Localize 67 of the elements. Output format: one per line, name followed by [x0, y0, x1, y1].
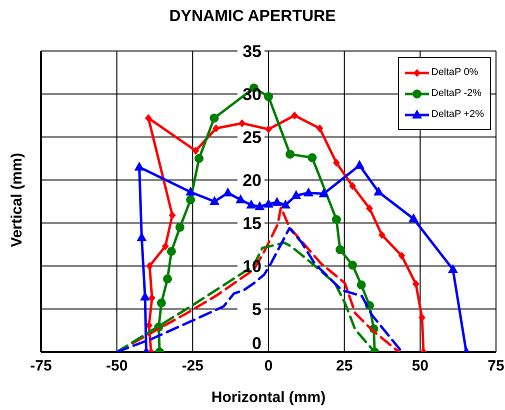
- point: [146, 262, 154, 270]
- y-tick-label: 20: [242, 171, 262, 190]
- point: [134, 162, 144, 171]
- point: [186, 195, 196, 204]
- chart-title: DYNAMIC APERTURE: [168, 8, 337, 26]
- y-axis-title: Vertical (mm): [8, 152, 26, 248]
- point: [136, 232, 147, 242]
- x-tick-label: -75: [30, 358, 52, 375]
- point: [254, 201, 265, 210]
- point: [374, 186, 384, 196]
- point: [264, 198, 274, 208]
- point: [265, 125, 272, 134]
- point: [210, 114, 219, 123]
- x-axis-title: Horizontal (mm): [210, 389, 327, 406]
- legend-label: DeltaP 0%: [431, 67, 478, 78]
- x-tick-label: 75: [488, 358, 504, 375]
- point: [144, 114, 152, 122]
- point: [354, 160, 364, 169]
- point: [162, 274, 172, 284]
- y-tick-label: 15: [242, 214, 262, 233]
- point: [332, 158, 340, 167]
- point: [398, 252, 406, 260]
- point: [194, 154, 204, 163]
- point: [318, 188, 329, 198]
- point: [291, 112, 298, 120]
- point: [238, 119, 246, 128]
- point: [272, 196, 282, 206]
- point: [162, 242, 169, 250]
- point: [222, 187, 233, 196]
- point: [264, 92, 273, 102]
- point: [156, 298, 166, 308]
- x-tick-label: 25: [336, 358, 353, 375]
- x-tick-label: 50: [412, 358, 429, 375]
- point: [316, 124, 324, 132]
- point: [166, 246, 176, 256]
- point: [366, 204, 374, 212]
- y-tick-label: 5: [252, 300, 262, 319]
- point: [280, 199, 290, 208]
- legend-label: DeltaP -2%: [431, 88, 482, 99]
- point: [236, 194, 246, 204]
- legend-label: DeltaP +2%: [431, 109, 484, 120]
- point: [412, 280, 420, 288]
- y-tick-label: 0: [252, 334, 262, 353]
- point: [332, 215, 341, 224]
- point: [348, 260, 358, 270]
- point: [212, 124, 220, 132]
- point: [349, 182, 356, 190]
- x-tick-label: 0: [264, 358, 273, 375]
- point: [378, 231, 386, 240]
- x-tick-label: -25: [182, 358, 204, 375]
- point: [291, 190, 302, 199]
- point: [356, 280, 366, 290]
- point: [304, 187, 314, 196]
- point: [308, 153, 317, 162]
- point: [448, 264, 458, 273]
- point: [246, 199, 256, 208]
- y-tick-label: 25: [242, 128, 262, 147]
- point: [175, 222, 184, 232]
- x-tick-label: -50: [106, 358, 128, 375]
- point: [168, 211, 176, 220]
- point: [408, 213, 418, 222]
- point: [186, 186, 196, 196]
- point: [286, 150, 295, 159]
- point: [210, 196, 220, 205]
- y-tick-label: 35: [242, 42, 262, 61]
- point: [336, 245, 345, 254]
- point: [192, 146, 200, 155]
